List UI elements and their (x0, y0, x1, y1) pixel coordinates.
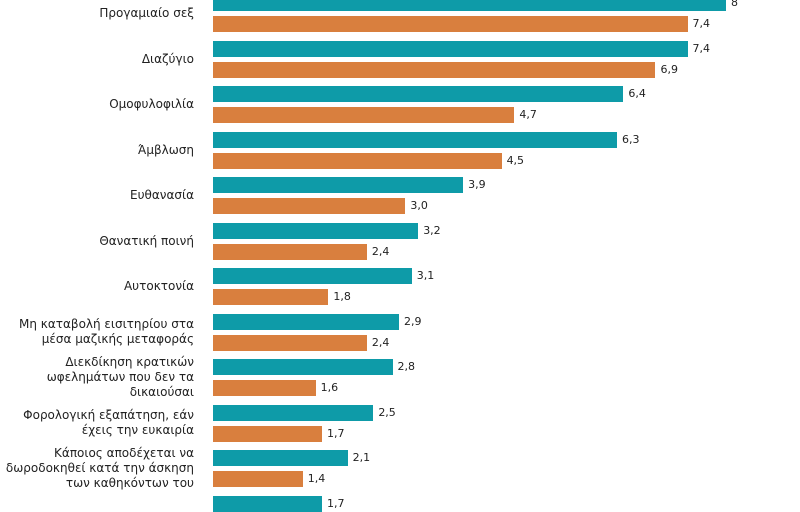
bar-teal (213, 40, 688, 57)
data-label: 7,4 (692, 17, 711, 30)
data-label: 1,4 (307, 472, 326, 485)
data-label: 1,8 (333, 290, 351, 303)
data-label: 6,4 (628, 87, 646, 100)
category-label: Διαζύγιο (141, 51, 194, 66)
data-label: 3,1 (416, 269, 435, 282)
data-label: 2,1 (352, 451, 371, 464)
bar-teal (213, 359, 393, 375)
data-label: 6,3 (621, 132, 640, 146)
bar-orange (213, 16, 688, 32)
bar-teal (213, 268, 412, 284)
bar-teal (213, 86, 624, 102)
data-label: 8 (731, 0, 738, 9)
category-label: Φορολογική εξαπάτηση, εάν έχεις την ευκα… (23, 408, 194, 437)
bar-teal (213, 177, 464, 193)
bar-orange (213, 243, 367, 260)
bar-orange (213, 380, 316, 396)
data-label: 3,2 (423, 223, 441, 237)
bar-teal (213, 313, 399, 330)
bar-orange (213, 425, 322, 442)
bar-teal (213, 131, 617, 148)
category-label: Άμβλωση (138, 142, 194, 157)
bar-orange (213, 61, 656, 78)
category-label: Ευθανασία (130, 188, 194, 202)
data-label: 4,7 (519, 108, 537, 121)
category-label: Μη καταβολή εισιτηρίου στα μέσα μαζικής … (19, 317, 194, 346)
data-label: 4,5 (506, 153, 525, 167)
bar-orange (213, 471, 303, 487)
bar-teal (213, 404, 374, 421)
data-label: 3,9 (468, 178, 486, 191)
data-label: 7,4 (692, 41, 711, 55)
category-label: Προγαμιαίο σεξ (99, 6, 194, 20)
data-label: 6,9 (660, 62, 678, 76)
category-label: Διεκδίκηση κρατικών ωφελημάτων που δεν τ… (46, 355, 194, 399)
category-label: Θανατική ποινή (99, 233, 194, 248)
bar-teal (213, 450, 348, 466)
data-label: 2,5 (378, 405, 396, 419)
data-label: 1,6 (320, 381, 339, 394)
bar-chart: Προγαμιαίο σεξ 8 7,4 Διαζύγιο 7,4 6,9 Ομοφυλοφ… (5, 0, 738, 512)
bar-teal (213, 0, 726, 11)
bar-orange (213, 107, 515, 123)
bar-orange (213, 289, 329, 305)
data-label: 2,9 (403, 314, 422, 328)
data-label: 2,4 (371, 244, 390, 258)
data-label: 3,0 (410, 199, 428, 212)
category-label: Κάποιος αποδέχεται να δωροδοκηθεί κατά τ… (5, 446, 194, 490)
bar-orange (213, 152, 502, 169)
data-label: 2,4 (371, 335, 390, 349)
category-label: Αυτοκτονία (123, 279, 194, 293)
data-label: 1,7 (327, 426, 345, 440)
bar-teal (213, 495, 322, 512)
data-label: 2,8 (397, 360, 416, 373)
bar-orange (213, 198, 406, 214)
category-label: Ομοφυλοφιλία (109, 97, 194, 111)
bar-teal (213, 222, 419, 239)
data-label: 1,7 (327, 496, 345, 510)
bar-orange (213, 334, 367, 351)
